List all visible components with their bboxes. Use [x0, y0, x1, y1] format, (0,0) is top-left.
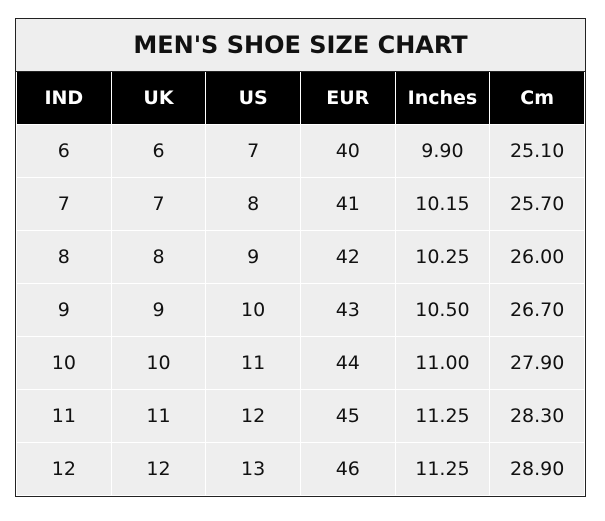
table-row: 7 7 8 41 10.15 25.70	[16, 177, 585, 231]
table-row: 9 9 10 43 10.50 26.70	[16, 283, 585, 337]
table-cell: 10.15	[394, 177, 491, 231]
table-cell: 13	[205, 442, 301, 496]
table-cell: 40	[299, 124, 396, 178]
table-cell: 9	[110, 283, 207, 337]
table-body: 6 6 7 40 9.90 25.10 7 7 8 41 10.15 25.70 8 8 9 42 10.25 2…	[16, 124, 585, 496]
table-cell: 6	[16, 124, 112, 178]
table-cell: 26.70	[489, 283, 585, 337]
table-cell: 8	[110, 230, 207, 284]
table-cell: 11.25	[394, 442, 491, 496]
table-cell: 28.90	[489, 442, 585, 496]
table-cell: 44	[299, 336, 396, 390]
table-cell: 9.90	[394, 124, 491, 178]
table-cell: 9	[205, 230, 301, 284]
table-cell: 45	[299, 389, 396, 443]
table-cell: 8	[16, 230, 112, 284]
table-cell: 10.25	[394, 230, 491, 284]
table-cell: 7	[110, 177, 207, 231]
column-header: Cm	[489, 71, 585, 125]
table-cell: 6	[110, 124, 207, 178]
size-table: MEN'S SHOE SIZE CHART IND UK US EUR Inches Cm…	[16, 19, 585, 496]
table-cell: 10	[110, 336, 207, 390]
column-header: UK	[110, 71, 207, 125]
table-cell: 11.00	[394, 336, 491, 390]
table-cell: 7	[16, 177, 112, 231]
column-header: Inches	[394, 71, 491, 125]
table-row: 11 11 12 45 11.25 28.30	[16, 389, 585, 443]
table-cell: 25.10	[489, 124, 585, 178]
table-cell: 12	[110, 442, 207, 496]
table-row: 10 10 11 44 11.00 27.90	[16, 336, 585, 390]
table-cell: 42	[299, 230, 396, 284]
column-header: IND	[16, 71, 112, 125]
column-header: US	[205, 71, 301, 125]
table-cell: 46	[299, 442, 396, 496]
table-row: 12 12 13 46 11.25 28.90	[16, 442, 585, 496]
chart-title: MEN'S SHOE SIZE CHART	[16, 19, 585, 72]
table-cell: 43	[299, 283, 396, 337]
header-row: IND UK US EUR Inches Cm	[16, 71, 585, 125]
table-cell: 12	[205, 389, 301, 443]
table-cell: 7	[205, 124, 301, 178]
table-row: 6 6 7 40 9.90 25.10	[16, 124, 585, 178]
table-cell: 41	[299, 177, 396, 231]
table-cell: 10	[16, 336, 112, 390]
table-cell: 27.90	[489, 336, 585, 390]
table-cell: 12	[16, 442, 112, 496]
column-header: EUR	[299, 71, 396, 125]
table-cell: 26.00	[489, 230, 585, 284]
table-cell: 10.50	[394, 283, 491, 337]
table-cell: 11	[205, 336, 301, 390]
table-cell: 9	[16, 283, 112, 337]
table-cell: 11	[16, 389, 112, 443]
table-cell: 25.70	[489, 177, 585, 231]
table-row: 8 8 9 42 10.25 26.00	[16, 230, 585, 284]
table-cell: 11.25	[394, 389, 491, 443]
table-cell: 8	[205, 177, 301, 231]
table-cell: 11	[110, 389, 207, 443]
table-cell: 28.30	[489, 389, 585, 443]
table-cell: 10	[205, 283, 301, 337]
size-chart: MEN'S SHOE SIZE CHART IND UK US EUR Inches Cm…	[15, 18, 586, 497]
